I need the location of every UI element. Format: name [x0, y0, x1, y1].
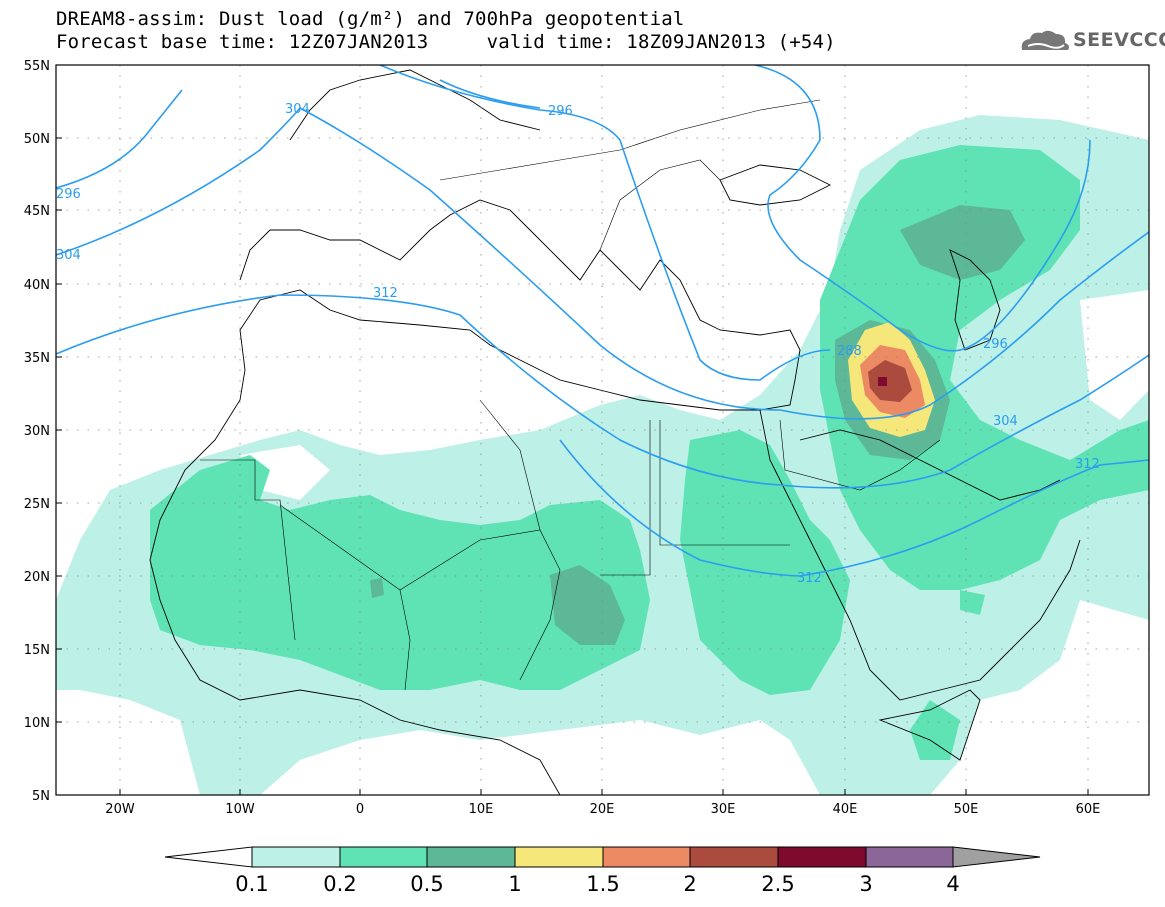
country-borders: [200, 99, 941, 691]
lat-label: 45N: [24, 204, 50, 219]
colorbar-high-arrow: [952, 846, 1041, 868]
contour-label: 304: [993, 414, 1018, 429]
colorbar-swatch: [426, 846, 516, 868]
contour-labels: 304 296 296 304 312 288 296 304 312 312: [56, 102, 1100, 586]
colorbar-label: 4: [946, 872, 959, 896]
colorbar-swatch: [602, 846, 691, 868]
cloud-logo-icon: [1021, 30, 1069, 50]
lon-label: 40E: [833, 802, 858, 817]
dust-fields: 304 296 296 304 312 288 296 304 312 312: [56, 65, 1149, 795]
lat-label: 50N: [24, 132, 50, 147]
contour-label: 296: [983, 337, 1008, 352]
lon-label: 10E: [469, 802, 494, 817]
lat-label: 35N: [24, 351, 50, 366]
colorbar-low-arrow: [164, 846, 253, 868]
map-title-line1: DREAM8-assim: Dust load (g/m²) and 700hP…: [56, 8, 685, 30]
contour-label: 304: [56, 248, 81, 263]
colorbar-label: 0.1: [235, 872, 268, 896]
colorbar-swatch: [777, 846, 867, 868]
lon-label: 60E: [1076, 802, 1101, 817]
latitude-labels: 55N 50N 45N 40N 35N 30N 25N 20N 15N 10N …: [24, 59, 50, 804]
lon-label: 30E: [711, 802, 736, 817]
colorbar-label: 1: [508, 872, 521, 896]
lat-label: 15N: [24, 643, 50, 658]
colorbar-label: 2: [683, 872, 696, 896]
colorbar-label: 1.5: [586, 872, 619, 896]
colorbar-swatch: [339, 846, 428, 868]
lon-label: 50E: [954, 802, 979, 817]
contour-label: 304: [285, 102, 310, 117]
lat-label: 55N: [24, 59, 50, 74]
contour-label: 296: [548, 104, 573, 119]
lat-label: 40N: [24, 278, 50, 293]
axis-ticks: [56, 64, 1089, 795]
lat-label: 20N: [24, 570, 50, 585]
logo-text: SEEVCCC: [1073, 29, 1165, 51]
lat-label: 30N: [24, 424, 50, 439]
lat-label: 25N: [24, 497, 50, 512]
longitude-labels: 20W 10W 0 10E 20E 30E 40E 50E 60E: [105, 802, 1100, 817]
colorbar-swatch: [514, 846, 604, 868]
colorbar-label: 2.5: [761, 872, 794, 896]
contour-label: 312: [797, 571, 822, 586]
dust-level-2: [868, 360, 912, 402]
contour-label: 288: [837, 344, 862, 359]
colorbar-label: 0.2: [323, 872, 356, 896]
lon-label: 20E: [590, 802, 615, 817]
contour-label: 312: [1075, 457, 1100, 472]
contour-label: 296: [56, 187, 81, 202]
colorbar-label: 3: [859, 872, 872, 896]
coastlines: [149, 69, 1081, 795]
colorbar-swatch: [865, 846, 954, 868]
colorbar: [164, 846, 1041, 868]
dust-level-2.5: [878, 377, 887, 386]
geopotential-contours: [56, 65, 1149, 577]
map-title-line2: Forecast base time: 12Z07JAN2013 valid t…: [56, 31, 836, 53]
lon-label: 10W: [225, 802, 255, 817]
colorbar-label: 0.5: [410, 872, 443, 896]
colorbar-labels: 0.1 0.2 0.5 1 1.5 2 2.5 3 4: [235, 872, 959, 896]
lon-label: 20W: [105, 802, 135, 817]
colorbar-swatch: [251, 846, 341, 868]
lat-label: 5N: [32, 789, 50, 804]
colorbar-swatch: [689, 846, 779, 868]
lon-label: 0: [356, 802, 364, 817]
lat-label: 10N: [24, 716, 50, 731]
graticule: [56, 65, 1149, 795]
contour-label: 312: [373, 286, 398, 301]
